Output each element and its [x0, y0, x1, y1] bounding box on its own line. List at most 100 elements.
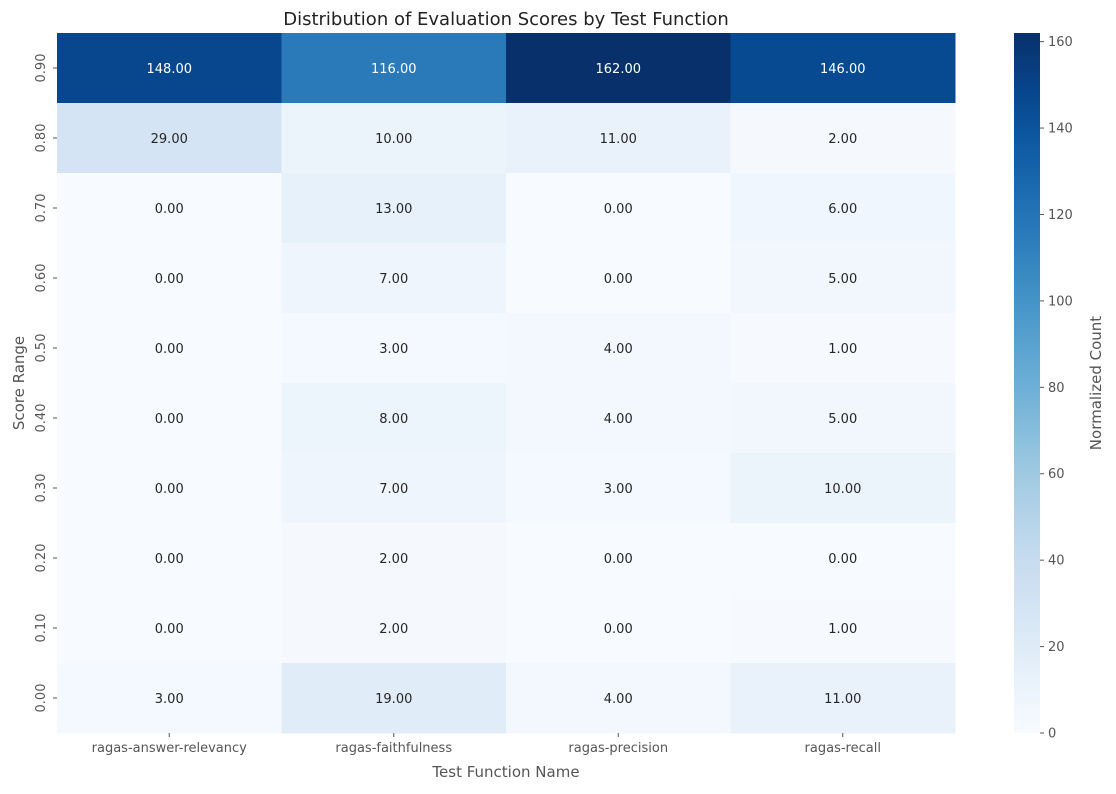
heatmap-cell: [281, 103, 507, 174]
colorbar-tick-label: 120: [1048, 208, 1073, 223]
cell-value-label: 11.00: [824, 692, 861, 707]
cell-value-label: 2.00: [379, 552, 408, 567]
cell-value-label: 13.00: [375, 202, 412, 217]
cell-value-label: 5.00: [828, 272, 857, 287]
cell-value-label: 0.00: [155, 412, 184, 427]
heatmap-cell: [506, 243, 731, 314]
heatmap-cell: [57, 243, 282, 314]
y-tick-label: 0.30: [34, 474, 49, 503]
heatmap-cell: [506, 663, 731, 734]
colorbar-tick-label: 60: [1048, 467, 1065, 482]
heatmap-cell: [730, 243, 956, 314]
heatmap-cell: [57, 33, 282, 104]
cell-value-label: 10.00: [824, 482, 861, 497]
heatmap-cell: [730, 103, 956, 174]
heatmap-cell: [730, 523, 956, 594]
heatmap-cell: [281, 383, 507, 454]
heatmap-cell: [281, 663, 507, 734]
cell-value-label: 0.00: [604, 552, 633, 567]
x-axis-label: Test Function Name: [431, 763, 579, 781]
cell-value-label: 162.00: [596, 62, 642, 77]
cell-value-label: 0.00: [604, 622, 633, 637]
cell-value-label: 5.00: [828, 412, 857, 427]
cell-value-label: 6.00: [828, 202, 857, 217]
y-axis-label: Score Range: [10, 336, 28, 430]
heatmap-cell: [730, 383, 956, 454]
heatmap-cell: [506, 173, 731, 244]
heatmap-cell: [730, 313, 956, 384]
cell-value-label: 1.00: [828, 342, 857, 357]
cell-value-label: 0.00: [155, 202, 184, 217]
y-tick-label: 0.90: [34, 54, 49, 83]
x-tick-label: ragas-recall: [805, 741, 881, 756]
heatmap-cell: [506, 383, 731, 454]
heatmap-cell: [57, 523, 282, 594]
heatmap-cell: [730, 33, 956, 104]
cell-value-label: 2.00: [828, 132, 857, 147]
heatmap-cell: [730, 593, 956, 664]
colorbar-label: Normalized Count: [1087, 316, 1105, 450]
heatmap-cell: [57, 313, 282, 384]
heatmap-cell: [506, 33, 731, 104]
cell-value-label: 3.00: [155, 692, 184, 707]
y-tick-label: 0.20: [34, 544, 49, 573]
cell-value-label: 148.00: [147, 62, 193, 77]
heatmap-cell: [281, 313, 507, 384]
colorbar: [1014, 33, 1040, 733]
colorbar-tick-label: 20: [1048, 640, 1065, 655]
cell-value-label: 7.00: [379, 272, 408, 287]
heatmap-cell: [57, 593, 282, 664]
colorbar-tick-label: 100: [1048, 294, 1073, 309]
cell-value-label: 29.00: [151, 132, 188, 147]
cell-value-label: 11.00: [600, 132, 637, 147]
cell-value-label: 0.00: [155, 342, 184, 357]
heatmap-cell: [281, 243, 507, 314]
colorbar-tick-label: 0: [1048, 727, 1056, 742]
x-tick-label: ragas-faithfulness: [335, 741, 452, 756]
cell-value-label: 146.00: [820, 62, 866, 77]
cell-value-label: 1.00: [828, 622, 857, 637]
y-tick-label: 0.80: [34, 124, 49, 153]
cell-value-label: 0.00: [155, 482, 184, 497]
colorbar-tick-label: 160: [1048, 35, 1073, 50]
y-tick-label: 0.00: [34, 684, 49, 713]
y-tick-label: 0.10: [34, 614, 49, 643]
heatmap-cell: [57, 383, 282, 454]
cell-value-label: 19.00: [375, 692, 412, 707]
heatmap-cell: [57, 453, 282, 524]
heatmap-cell: [730, 173, 956, 244]
heatmap-cell: [281, 33, 507, 104]
cell-value-label: 3.00: [604, 482, 633, 497]
colorbar-tick-label: 40: [1048, 554, 1065, 569]
heatmap-cell: [57, 103, 282, 174]
y-tick-label: 0.40: [34, 404, 49, 433]
cell-value-label: 116.00: [371, 62, 417, 77]
cell-value-label: 10.00: [375, 132, 412, 147]
cell-value-label: 7.00: [379, 482, 408, 497]
heatmap-cell: [730, 663, 956, 734]
cell-value-label: 0.00: [604, 202, 633, 217]
heatmap-cell: [281, 453, 507, 524]
heatmap-cell: [506, 523, 731, 594]
heatmap-cells: 148.00 116.00 162.00 146.00 29.00 10.00 11.00 2…: [57, 33, 956, 734]
heatmap-cell: [281, 173, 507, 244]
cell-value-label: 0.00: [828, 552, 857, 567]
cell-value-label: 0.00: [155, 272, 184, 287]
cell-value-label: 0.00: [604, 272, 633, 287]
heatmap-cell: [281, 523, 507, 594]
chart-title: Distribution of Evaluation Scores by Tes…: [283, 9, 729, 30]
heatmap-cell: [506, 593, 731, 664]
cell-value-label: 2.00: [379, 622, 408, 637]
cell-value-label: 3.00: [379, 342, 408, 357]
heatmap-cell: [730, 453, 956, 524]
y-tick-label: 0.70: [34, 194, 49, 223]
y-axis-ticks: 0.90 0.80 0.70 0.60 0.50 0.40 0.30 0.20 0.10 0.00: [34, 54, 57, 713]
cell-value-label: 0.00: [155, 622, 184, 637]
y-tick-label: 0.60: [34, 264, 49, 293]
colorbar-ticks: 0 20 40 60 80 100 120 140 160: [1040, 35, 1073, 742]
heatmap-cell: [506, 313, 731, 384]
x-tick-label: ragas-answer-relevancy: [92, 741, 248, 756]
cell-value-label: 8.00: [379, 412, 408, 427]
